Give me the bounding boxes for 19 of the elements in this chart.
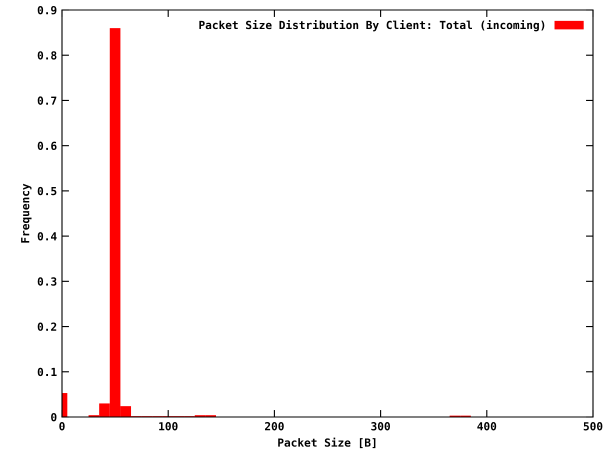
y-tick-label: 0.1: [38, 368, 57, 376]
x-tick-label: 500: [584, 422, 602, 430]
x-tick-label: 0: [59, 422, 65, 430]
y-axis-title: Frequency: [21, 184, 32, 243]
y-tick-label: 0.9: [38, 6, 56, 14]
x-axis-title: Packet Size [B]: [278, 438, 376, 448]
x-tick-label: 200: [264, 422, 284, 430]
y-tick-label: 0.8: [38, 51, 56, 60]
y-tick-label: 0.6: [38, 142, 57, 150]
x-tick-label: 100: [159, 422, 178, 430]
y-tick-label: 0: [51, 412, 56, 422]
y-tick-label: 0.3: [38, 277, 56, 286]
y-tick-label: 0.5: [38, 186, 56, 196]
y-tick-label: 0.7: [38, 96, 56, 105]
x-tick-label: 400: [477, 422, 496, 430]
legend-label: Packet Size Distribution By Client: Total (incoming): [199, 20, 544, 32]
y-tick-label: 0.2: [38, 322, 56, 331]
x-tick-label: 300: [371, 422, 390, 430]
y-tick-label: 0.4: [38, 232, 57, 240]
